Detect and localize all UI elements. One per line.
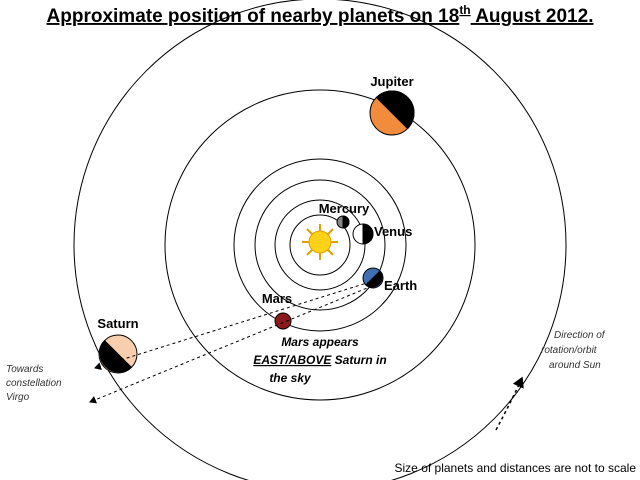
note-rest: Saturn in	[331, 353, 386, 367]
rotation-line: rotation/orbit	[541, 345, 598, 356]
note-line: Mars appears	[281, 335, 359, 349]
target-note: Towards constellation Virgo	[6, 364, 62, 403]
rotation-note: Direction of rotation/orbit around Sun	[541, 330, 606, 371]
label-mars: Mars	[262, 291, 292, 306]
note: Mars appears EAST/ABOVE Saturn in the sk…	[253, 335, 386, 385]
target-line: constellation	[6, 378, 62, 389]
label-venus: Venus	[374, 224, 412, 239]
title-main: Approximate position of nearby planets o…	[47, 6, 460, 27]
label-earth: Earth	[384, 278, 417, 293]
note-emph: EAST/ABOVE	[253, 353, 332, 367]
sight-lines	[89, 281, 524, 431]
label-jupiter: Jupiter	[370, 74, 413, 89]
target-line: Towards	[6, 364, 43, 375]
label-mercury: Mercury	[319, 201, 370, 216]
footer: Size of planets and distances are not to…	[395, 461, 637, 475]
sun	[302, 224, 338, 260]
planets	[98, 90, 415, 374]
note-line: EAST/ABOVE Saturn in	[253, 353, 386, 367]
label-saturn: Saturn	[97, 316, 138, 331]
title: Approximate position of nearby planets o…	[47, 3, 594, 27]
target-line: Virgo	[6, 392, 30, 403]
note-line: the sky	[269, 371, 312, 385]
title-sup: th	[459, 3, 470, 17]
title-rest: August 2012.	[471, 6, 594, 27]
rotation-line: around Sun	[549, 360, 601, 371]
orbits	[73, 0, 567, 480]
rotation-line: Direction of	[554, 330, 606, 341]
